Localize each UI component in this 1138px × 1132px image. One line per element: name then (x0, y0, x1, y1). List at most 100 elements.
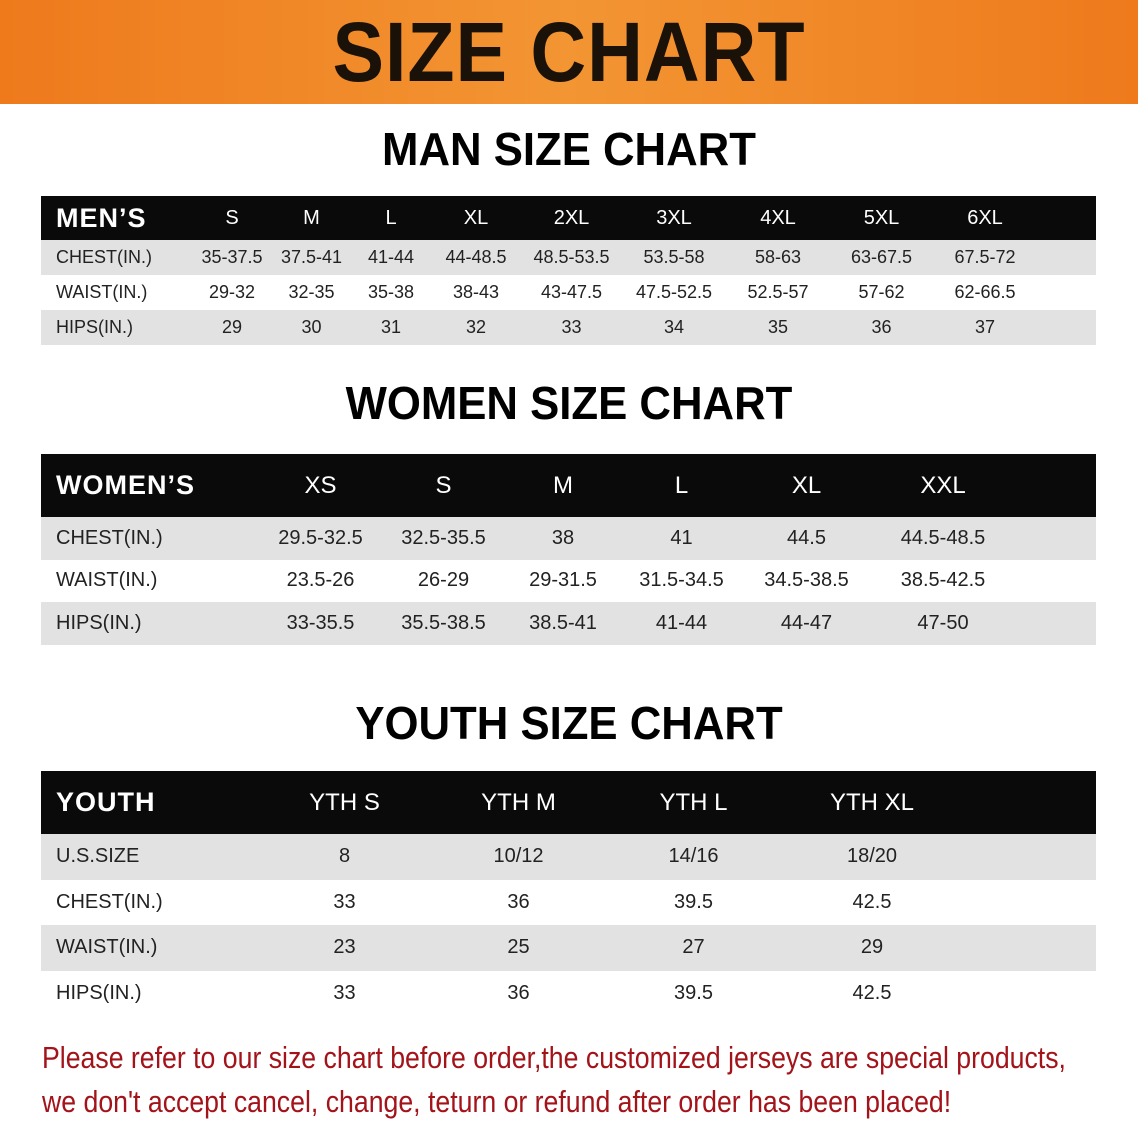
table-cell: 35-38 (367, 282, 415, 302)
table-cell: 35.5-38.5 (401, 611, 486, 634)
table-cell: 38-43 (452, 282, 500, 302)
men-section-title: MAN SIZE CHART (382, 123, 756, 175)
table-row: HIPS(IN.) 29 30 31 32 33 34 35 36 37 (41, 310, 1096, 345)
table-cell: 48.5-53.5 (533, 247, 610, 267)
table-cell: 33-35.5 (286, 611, 355, 634)
table-cell: 29-31.5 (529, 569, 597, 592)
table-cell: YTH M (481, 788, 556, 816)
table-cell: 32.5-35.5 (401, 526, 486, 549)
table-cell: 35 (767, 317, 789, 337)
table-heading: YOUTH (56, 787, 156, 817)
header-row: WOMEN’S XS S M L XL XXL (41, 454, 1096, 517)
table-heading: WOMEN’S (56, 470, 195, 500)
table-cell: 52.5-57 (747, 282, 809, 302)
table-cell: 41 (670, 526, 693, 549)
table-cell: 4XL (760, 206, 796, 229)
row-label: WAIST(IN.) (56, 282, 148, 302)
title-banner: SIZE CHART (0, 0, 1138, 104)
table-cell: L (674, 471, 689, 499)
table-cell: 47-50 (917, 611, 969, 634)
men-size-table: MEN’S S M L XL 2XL 3XL 4XL 5XL 6XL CHEST(IN.) 35-37… (41, 196, 1096, 345)
table-cell: XL (791, 471, 822, 499)
table-cell: 36 (507, 981, 530, 1004)
youth-size-table: YOUTH YTH S YTH M YTH L YTH XL U.S.SIZE 8 10/12… (41, 771, 1096, 1016)
table-cell: 42.5 (852, 890, 892, 913)
table-cell: 10/12 (493, 845, 544, 868)
table-row: WAIST(IN.) 23 25 27 29 (41, 925, 1096, 971)
table-cell: 33 (333, 890, 356, 913)
table-cell: 27 (682, 936, 705, 959)
row-label: WAIST(IN.) (56, 569, 158, 592)
table-cell: 38.5-42.5 (900, 569, 986, 592)
page-title: SIZE CHART (332, 4, 806, 99)
table-cell: 34.5-38.5 (764, 569, 849, 592)
table-cell: S (435, 471, 452, 499)
table-cell: 35-37.5 (201, 247, 263, 267)
table-cell: 36 (507, 890, 530, 913)
table-cell: 62-66.5 (954, 282, 1016, 302)
table-cell: 57-62 (858, 282, 905, 302)
table-cell: 29.5-32.5 (278, 526, 363, 549)
table-cell: 23.5-26 (286, 569, 355, 592)
table-cell: XS (304, 471, 337, 499)
row-label: CHEST(IN.) (56, 247, 152, 267)
table-row: HIPS(IN.) 33 36 39.5 42.5 (41, 970, 1096, 1016)
table-cell: 37 (974, 317, 996, 337)
row-label: HIPS(IN.) (56, 611, 142, 634)
table-cell: 18/20 (846, 845, 898, 868)
table-cell: 6XL (967, 206, 1003, 229)
row-label: HIPS(IN.) (56, 981, 142, 1004)
table-cell: 23 (333, 936, 356, 959)
table-cell: 42.5 (852, 981, 892, 1004)
table-cell: 26-29 (417, 569, 470, 592)
table-cell: M (553, 471, 573, 499)
table-cell: 29-32 (208, 282, 256, 302)
table-cell: YTH XL (829, 788, 915, 816)
table-cell: 8 (338, 845, 351, 868)
table-row: CHEST(IN.) 35-37.5 37.5-41 41-44 44-48.5 48.5… (41, 240, 1096, 275)
header-row: YOUTH YTH S YTH M YTH L YTH XL (41, 771, 1096, 834)
table-row: WAIST(IN.) 23.5-26 26-29 29-31.5 31.5-34.5 34… (41, 559, 1096, 602)
table-cell: 38.5-41 (529, 611, 597, 634)
row-label: WAIST(IN.) (56, 936, 158, 959)
table-cell: 47.5-52.5 (635, 282, 713, 302)
row-label: U.S.SIZE (56, 845, 140, 868)
table-cell: 3XL (656, 206, 692, 229)
table-cell: 29 (860, 936, 884, 959)
women-section-title: WOMEN SIZE CHART (345, 377, 793, 429)
table-cell: 25 (507, 936, 530, 959)
table-cell: 32 (465, 317, 487, 337)
table-cell: XXL (920, 471, 966, 499)
header-row: MEN’S S M L XL 2XL 3XL 4XL 5XL 6XL (41, 196, 1096, 240)
table-cell: 33 (333, 981, 356, 1004)
table-cell: 14/16 (668, 845, 719, 868)
table-cell: 43-47.5 (540, 282, 603, 302)
table-cell: 53.5-58 (643, 247, 705, 267)
table-row: CHEST(IN.) 33 36 39.5 42.5 (41, 879, 1096, 925)
youth-section-title: YOUTH SIZE CHART (355, 697, 783, 749)
table-cell: 41-44 (655, 611, 708, 634)
table-cell: S (225, 206, 239, 229)
table-cell: 31 (380, 317, 402, 337)
notice-line: we don't accept cancel, change, teturn o… (42, 1084, 952, 1119)
row-label: CHEST(IN.) (56, 890, 163, 913)
table-cell: 44.5 (787, 526, 826, 549)
women-size-table: WOMEN’S XS S M L XL XXL CHEST(IN.) 29.5-32.5 32.5… (41, 454, 1096, 645)
table-cell: 67.5-72 (954, 247, 1016, 267)
row-label: HIPS(IN.) (56, 317, 134, 337)
table-cell: M (303, 206, 320, 229)
table-cell: 30 (301, 317, 322, 337)
table-heading: MEN’S (56, 202, 147, 233)
table-cell: 63-67.5 (850, 247, 913, 267)
table-cell: 44.5-48.5 (900, 526, 986, 549)
table-cell: 32-35 (288, 282, 335, 302)
table-cell: 39.5 (674, 981, 713, 1004)
table-row: HIPS(IN.) 33-35.5 35.5-38.5 38.5-41 41-44 44-… (41, 602, 1096, 645)
table-cell: YTH L (659, 788, 728, 816)
order-notice: Please refer to our size chart before or… (42, 1036, 1126, 1124)
table-cell: 5XL (863, 206, 900, 229)
row-label: CHEST(IN.) (56, 526, 163, 549)
table-row: WAIST(IN.) 29-32 32-35 35-38 38-43 43-47.5 47.… (41, 275, 1096, 310)
table-cell: YTH S (309, 788, 380, 816)
notice-line: Please refer to our size chart before or… (42, 1040, 1066, 1075)
